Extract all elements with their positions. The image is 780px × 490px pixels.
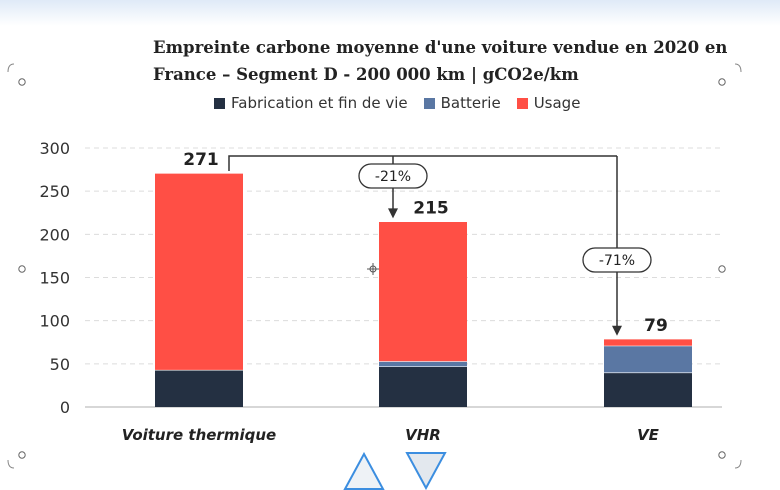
x-tick-label: VHR: [405, 426, 441, 444]
bar-segment: [155, 369, 243, 407]
y-tick-label: 250: [39, 182, 70, 201]
nav-up-icon[interactable]: [343, 452, 385, 490]
reduction-connector: [228, 155, 617, 172]
legend-swatch-usage: [516, 97, 528, 109]
bar-segment: [604, 372, 692, 407]
corner-mark: [7, 459, 15, 469]
x-tick-label: VE: [637, 426, 660, 444]
reduction-arrowhead: [612, 325, 622, 336]
legend-label-fabrication: Fabrication et fin de vie: [231, 94, 408, 112]
chart-legend: Fabrication et fin de vie Batterie Usage: [214, 92, 596, 114]
y-tick-label: 50: [50, 355, 70, 374]
reduction-arrowhead: [388, 208, 398, 219]
bar-segment: [379, 366, 467, 407]
y-tick-label: 200: [39, 225, 70, 244]
bar-segment: [604, 345, 692, 373]
legend-item-fabrication: Fabrication et fin de vie: [214, 94, 408, 112]
y-tick-label: 0: [60, 398, 70, 417]
legend-swatch-batterie: [423, 97, 435, 109]
chart-title-line-2: France – Segment D - 200 000 km | gCO2e/…: [153, 65, 579, 84]
bar-segment: [155, 173, 243, 370]
top-band: [0, 0, 780, 26]
chart-title: Empreinte carbone moyenne d'une voiture …: [153, 34, 753, 88]
selection-handles: [7, 63, 742, 469]
legend-label-batterie: Batterie: [440, 94, 501, 112]
nav-down-icon[interactable]: [405, 452, 447, 490]
reduction-badge: [582, 247, 652, 273]
corner-mark: [734, 459, 742, 469]
y-tick-label: 300: [39, 139, 70, 158]
reduction-label: -21%: [375, 169, 411, 185]
resize-handle: [718, 78, 726, 86]
legend-item-batterie: Batterie: [423, 94, 501, 112]
x-axis-ticks: Voiture thermique VHR VE: [122, 426, 660, 444]
corner-mark: [734, 63, 742, 73]
bar-segment: [604, 338, 692, 346]
y-tick-label: 100: [39, 312, 70, 331]
y-axis-ticks: 0 50 100 150 200 250 300: [39, 139, 70, 417]
bar-total-label: 271: [183, 150, 219, 170]
chart-title-line-1: Empreinte carbone moyenne d'une voiture …: [153, 38, 728, 57]
legend-swatch-fabrication: [214, 97, 225, 109]
bar-labels: 271 215 79: [183, 150, 668, 336]
y-tick-label: 150: [39, 269, 70, 288]
reduction-arrows: -21% -71%: [228, 155, 652, 336]
resize-handle: [18, 265, 26, 273]
reduction-label: -71%: [599, 253, 635, 269]
bars: [155, 172, 692, 407]
resize-handle: [18, 78, 26, 86]
bar-segment: [379, 221, 467, 362]
corner-mark: [7, 63, 15, 73]
bar-segment: [379, 361, 467, 367]
resize-handle: [18, 451, 26, 459]
legend-item-usage: Usage: [516, 94, 581, 112]
resize-handle: [718, 265, 726, 273]
bar-total-label: 79: [644, 316, 668, 336]
x-tick-label: Voiture thermique: [122, 426, 276, 444]
reduction-badge: [358, 163, 428, 189]
resize-handle: [718, 451, 726, 459]
legend-label-usage: Usage: [533, 94, 581, 112]
bar-total-label: 215: [413, 198, 449, 218]
